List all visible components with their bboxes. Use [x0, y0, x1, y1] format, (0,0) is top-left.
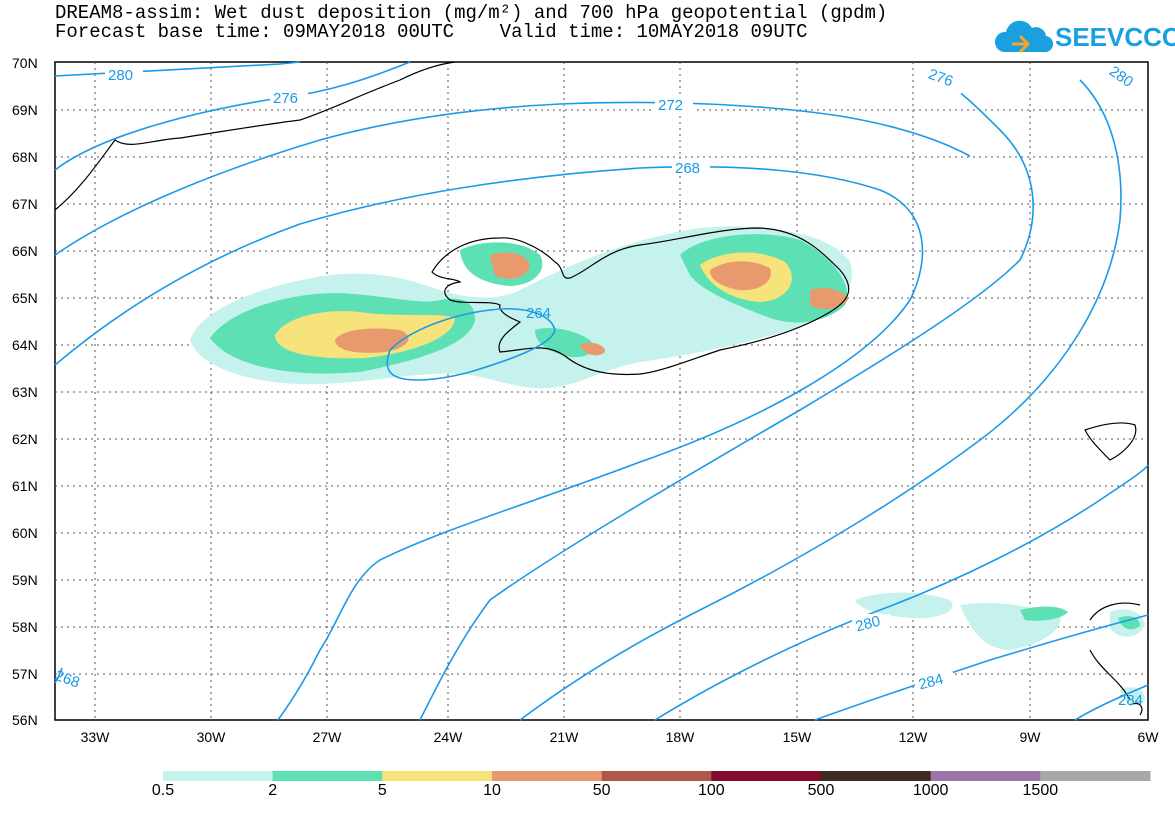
legend-label: 2: [268, 782, 278, 799]
legend-label: 5: [377, 782, 387, 799]
legend-label: 1000: [912, 782, 949, 799]
map-title: DREAM8-assim: Wet dust deposition (mg/m²…: [55, 2, 888, 24]
legend-swatch: [1040, 771, 1151, 781]
contour-label: 264: [526, 305, 551, 322]
cloud-icon: [994, 20, 1054, 54]
longitude-label: 18W: [666, 729, 696, 745]
latitude-label: 56N: [12, 712, 38, 728]
latitude-label: 57N: [12, 666, 38, 682]
latitude-label: 63N: [12, 384, 38, 400]
contour-label: 280: [108, 67, 133, 84]
legend-label: 500: [807, 782, 835, 799]
legend-swatch: [492, 771, 603, 781]
legend-swatch: [382, 771, 493, 781]
legend-label: 1500: [1022, 782, 1059, 799]
longitude-label: 30W: [197, 729, 227, 745]
latitude-axis: 70N 69N 68N 67N 66N 65N 64N 63N 62N 61N …: [12, 55, 38, 728]
legend-swatch: [711, 771, 822, 781]
longitude-label: 6W: [1138, 729, 1160, 745]
longitude-label: 12W: [899, 729, 929, 745]
legend-label: 100: [697, 782, 725, 799]
geopotential-contours: [54, 61, 1149, 721]
longitude-axis: 33W 30W 27W 24W 21W 18W 15W 12W 9W 6W: [81, 729, 1160, 745]
latitude-label: 58N: [12, 619, 38, 635]
latitude-label: 60N: [12, 525, 38, 541]
logo-text: SEEVCCC: [1055, 22, 1175, 52]
legend-label: 0.5: [151, 782, 175, 799]
latitude-label: 59N: [12, 572, 38, 588]
dust-deposition-field: [190, 226, 1145, 705]
latitude-label: 65N: [12, 290, 38, 306]
latitude-label: 68N: [12, 149, 38, 165]
legend-swatch: [930, 771, 1041, 781]
latitude-label: 69N: [12, 102, 38, 118]
latitude-label: 70N: [12, 55, 38, 71]
latitude-label: 67N: [12, 196, 38, 212]
legend-label: 10: [483, 782, 501, 799]
legend-swatch: [601, 771, 712, 781]
legend-swatch: [821, 771, 932, 781]
map-subtitle: Forecast base time: 09MAY2018 00UTC Vali…: [55, 21, 808, 43]
longitude-label: 15W: [783, 729, 813, 745]
contour-label: 268: [675, 160, 700, 177]
contour-label: 284: [1118, 692, 1143, 709]
longitude-label: 21W: [550, 729, 580, 745]
legend-colorbar: [163, 771, 1151, 781]
legend-label: 50: [592, 782, 611, 799]
latitude-label: 64N: [12, 337, 38, 353]
contour-label: 276: [273, 90, 298, 107]
legend-swatch: [163, 771, 274, 781]
legend-swatch: [272, 771, 383, 781]
longitude-label: 24W: [434, 729, 464, 745]
contour-label: 284: [917, 671, 946, 694]
contour-labels: 280 276 272 268 264 276 280 280 284 268 …: [53, 63, 1144, 709]
latitude-label: 61N: [12, 478, 38, 494]
longitude-label: 27W: [313, 729, 343, 745]
longitude-label: 33W: [81, 729, 111, 745]
latitude-label: 66N: [12, 243, 38, 259]
latitude-label: 62N: [12, 431, 38, 447]
contour-label: 272: [658, 97, 683, 114]
contour-label: 280: [854, 613, 883, 636]
longitude-label: 9W: [1020, 729, 1042, 745]
